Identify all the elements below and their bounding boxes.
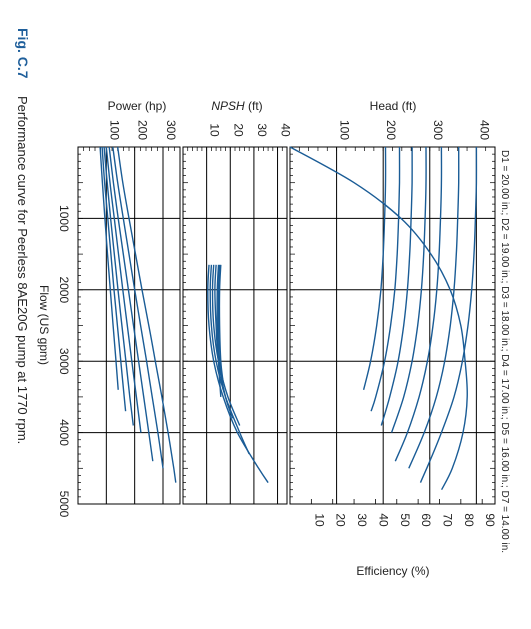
npsh-curve-d4	[214, 264, 234, 419]
curve-layer	[99, 146, 478, 491]
power-curve-d7	[99, 146, 119, 390]
npsh-italic: NPSH	[211, 99, 245, 113]
power-panel-frame	[77, 146, 181, 505]
efficiency-tick-label: 10	[312, 513, 326, 527]
head-curve-d6	[370, 146, 401, 412]
head-curve-d5	[380, 146, 413, 426]
flow-tick-label: 1000	[57, 205, 71, 232]
caption-label: Fig. C.7	[15, 28, 31, 79]
efficiency-tick-label: 50	[398, 513, 412, 527]
power-curve-d1	[117, 146, 177, 483]
npsh-curve-d5	[216, 264, 222, 397]
npsh-panel-frame	[182, 146, 288, 505]
head-curve-d3	[394, 146, 443, 462]
head-curve-d1	[419, 146, 478, 483]
head-tick-label: 200	[384, 120, 398, 140]
power-tick-label: 200	[136, 120, 150, 140]
npsh-curve-d7	[218, 264, 224, 383]
flow-axis-title: Flow (US gpm)	[37, 285, 51, 365]
efficiency-tick-label: 20	[334, 513, 348, 527]
power-curve-d2	[112, 146, 164, 469]
npsh-curve-d3	[211, 264, 241, 426]
head-tick-label: 300	[431, 120, 445, 140]
efficiency-tick-label: 30	[355, 513, 369, 527]
power-tick-label: 100	[107, 120, 121, 140]
power-curve-d4	[105, 146, 142, 433]
npsh-axis-title: NPSH (ft)	[211, 99, 262, 113]
caption-text: Performance curve for Peerless 8AE20G pu…	[15, 96, 30, 444]
flow-tick-label: 4000	[57, 419, 71, 446]
npsh-curve-d2	[209, 264, 250, 455]
head-curve-d7	[362, 146, 387, 390]
power-curve-d3	[108, 146, 154, 462]
efficiency-tick-label: 40	[376, 513, 390, 527]
head-curve-d2	[408, 146, 460, 469]
power-axis-title: Power (hp)	[108, 99, 167, 113]
efficiency-axis-title: Efficiency (%)	[356, 564, 429, 578]
efficiency-tick-label: 80	[462, 513, 476, 527]
npsh-tick-label: 40	[279, 123, 293, 137]
npsh-tick-label: 10	[208, 123, 222, 137]
flow-tick-label: 2000	[57, 276, 71, 303]
power-curve-d6	[101, 146, 127, 412]
flow-tick-label: 3000	[57, 348, 71, 375]
npsh-tick-label: 20	[231, 123, 245, 137]
head-curve-d4	[390, 146, 427, 433]
power-tick-label: 300	[164, 120, 178, 140]
npsh-curve-d6	[217, 264, 224, 390]
npsh-curve-d1	[207, 264, 269, 483]
head-tick-label: 100	[338, 120, 352, 140]
label-layer: 1000 2000 3000 4000 5000 100 200 300 10 20 30 40 100…	[57, 120, 497, 527]
efficiency-tick-label: 90	[483, 513, 497, 527]
efficiency-tick-label: 70	[440, 513, 454, 527]
head-curve-efficiency	[289, 146, 468, 491]
npsh-unit: (ft)	[245, 99, 263, 113]
diameter-legend: D1 = 20.00 in.; D2 = 19.00 in.; D3 = 18.…	[499, 150, 510, 553]
npsh-tick-label: 30	[255, 123, 269, 137]
tick-layer	[77, 146, 496, 505]
flow-tick-label: 5000	[57, 491, 71, 518]
figure-caption: Fig. C.7 Performance curve for Peerless …	[15, 28, 31, 444]
power-curve-d5	[103, 146, 134, 426]
head-axis-title: Head (ft)	[370, 99, 417, 113]
head-tick-label: 400	[477, 120, 491, 140]
efficiency-tick-label: 60	[419, 513, 433, 527]
head-panel-frame	[289, 146, 496, 505]
